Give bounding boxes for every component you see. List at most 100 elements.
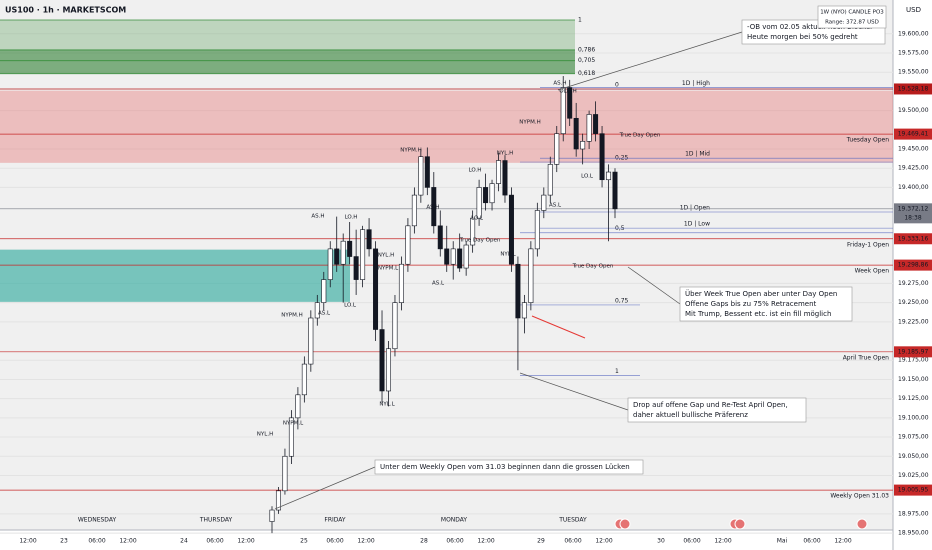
x-tick-label: Mai bbox=[777, 538, 788, 545]
countdown: 18:38 bbox=[904, 214, 921, 221]
price-level-box bbox=[894, 259, 932, 271]
fib-label: 0 bbox=[615, 82, 619, 89]
candle-body bbox=[547, 164, 553, 196]
price-level-value: 19.372,12 bbox=[898, 205, 929, 212]
candle-body bbox=[567, 87, 573, 119]
event-icon bbox=[619, 518, 631, 530]
session-label: AS.L bbox=[432, 281, 445, 287]
price-level-name: Tuesday Open bbox=[846, 137, 890, 144]
x-tick-label: 06:00 bbox=[326, 538, 343, 545]
day-level-label: 1D | High bbox=[682, 80, 710, 87]
candle-body bbox=[483, 187, 489, 204]
y-tick-label: 19.425,00 bbox=[898, 165, 929, 172]
candle-body bbox=[379, 329, 385, 392]
candle-body bbox=[521, 302, 527, 319]
session-label: LO.L bbox=[344, 303, 357, 309]
annotation-leader bbox=[274, 466, 376, 510]
annotation-text: Mit Trump, Bessent etc. ist ein fill mög… bbox=[685, 310, 831, 318]
fib-label: 0,705 bbox=[578, 57, 595, 64]
currency-button[interactable]: USD bbox=[906, 6, 921, 14]
info-title: 1W (NYO) CANDLE PO3 bbox=[820, 10, 884, 16]
y-tick-label: 19.250,00 bbox=[898, 299, 929, 306]
arrow bbox=[531, 315, 586, 339]
x-tick-label: 06:00 bbox=[446, 538, 463, 545]
candle-body bbox=[612, 171, 618, 210]
session-label: OLD.H bbox=[559, 89, 577, 95]
candle-body bbox=[515, 263, 521, 319]
candle-body bbox=[327, 248, 333, 280]
price-level-name: Friday-1 Open bbox=[847, 241, 889, 248]
candle-body bbox=[398, 263, 404, 303]
candle-body bbox=[314, 302, 320, 319]
info-range: Range: 372.87 USD bbox=[825, 20, 879, 26]
event-icon bbox=[734, 518, 746, 530]
candle-body bbox=[586, 114, 592, 142]
price-level-value: 19.333,16 bbox=[898, 235, 929, 242]
price-level-box bbox=[894, 83, 932, 95]
x-tick-label: 25 bbox=[300, 538, 308, 545]
session-label: NYPM.H bbox=[519, 120, 540, 126]
candle-body bbox=[476, 187, 482, 219]
session-label: AS.H bbox=[553, 81, 566, 87]
y-tick-label: 18.950,00 bbox=[898, 530, 929, 537]
candle-body bbox=[496, 160, 502, 184]
y-tick-label: 19.600,00 bbox=[898, 30, 929, 37]
price-level-value: 19.298,86 bbox=[898, 262, 929, 269]
x-tick-label: 30 bbox=[657, 538, 665, 545]
candle-body bbox=[463, 244, 469, 269]
fib-label: 0,75 bbox=[615, 297, 629, 304]
price-level-name: Weekly Open 31.03 bbox=[830, 493, 889, 500]
annotation-text: Drop auf offene Gap und Re-Test April Op… bbox=[633, 401, 788, 409]
zone bbox=[0, 49, 575, 74]
candle-body bbox=[599, 133, 605, 181]
annotation-leader bbox=[519, 372, 629, 411]
candle-body bbox=[424, 156, 430, 188]
x-tick-label: 12:00 bbox=[714, 538, 731, 545]
x-tick-label: 12:00 bbox=[19, 538, 36, 545]
x-tick-label: 24 bbox=[180, 538, 188, 545]
session-label: True Day Open bbox=[619, 133, 661, 139]
candle-body bbox=[308, 317, 314, 365]
day-label: WEDNESDAY bbox=[78, 517, 117, 524]
candle-body bbox=[269, 509, 275, 522]
y-tick-label: 19.400,00 bbox=[898, 184, 929, 191]
y-tick-label: 19.100,00 bbox=[898, 414, 929, 421]
session-label: LO.L bbox=[471, 216, 484, 222]
price-level-name: April True Open bbox=[843, 354, 889, 361]
candle-body bbox=[554, 133, 560, 165]
session-label: AS.L bbox=[318, 311, 331, 317]
candle-body bbox=[392, 302, 398, 350]
candle-body bbox=[360, 229, 366, 280]
session-label: NYPM.L bbox=[378, 266, 399, 272]
session-label: LO.H bbox=[469, 168, 482, 174]
candle-body bbox=[541, 194, 547, 211]
x-tick-label: 06:00 bbox=[803, 538, 820, 545]
y-tick-label: 19.275,00 bbox=[898, 280, 929, 287]
session-label: NYL.L bbox=[500, 252, 516, 258]
y-tick-label: 19.175,00 bbox=[898, 357, 929, 364]
x-tick-label: 12:00 bbox=[834, 538, 851, 545]
candle-body bbox=[366, 229, 372, 250]
annotation-text: Über Week True Open aber unter Day Open bbox=[685, 289, 837, 298]
y-tick-label: 19.450,00 bbox=[898, 146, 929, 153]
day-level-label: 1D | Open bbox=[680, 205, 710, 212]
session-label: NYPM.H bbox=[400, 148, 421, 154]
y-tick-label: 19.575,00 bbox=[898, 50, 929, 57]
candle-body bbox=[282, 455, 288, 492]
candle-body bbox=[275, 490, 281, 511]
price-level-value: 19.005,95 bbox=[898, 487, 929, 494]
session-label: LO.H bbox=[345, 215, 358, 221]
fib-label: 1 bbox=[578, 16, 582, 23]
zone bbox=[0, 90, 893, 163]
y-tick-label: 19.500,00 bbox=[898, 107, 929, 114]
annotation-text: Offene Gaps bis zu 75% Retracement bbox=[685, 300, 817, 308]
fib-label: 0,618 bbox=[578, 70, 595, 77]
zone bbox=[0, 249, 350, 302]
x-tick-label: 12:00 bbox=[477, 538, 494, 545]
x-tick-label: 06:00 bbox=[564, 538, 581, 545]
x-tick-label: 29 bbox=[537, 538, 545, 545]
candle-body bbox=[431, 187, 437, 227]
day-label: MONDAY bbox=[441, 517, 468, 524]
candle-body bbox=[457, 248, 463, 269]
y-tick-label: 19.050,00 bbox=[898, 453, 929, 460]
